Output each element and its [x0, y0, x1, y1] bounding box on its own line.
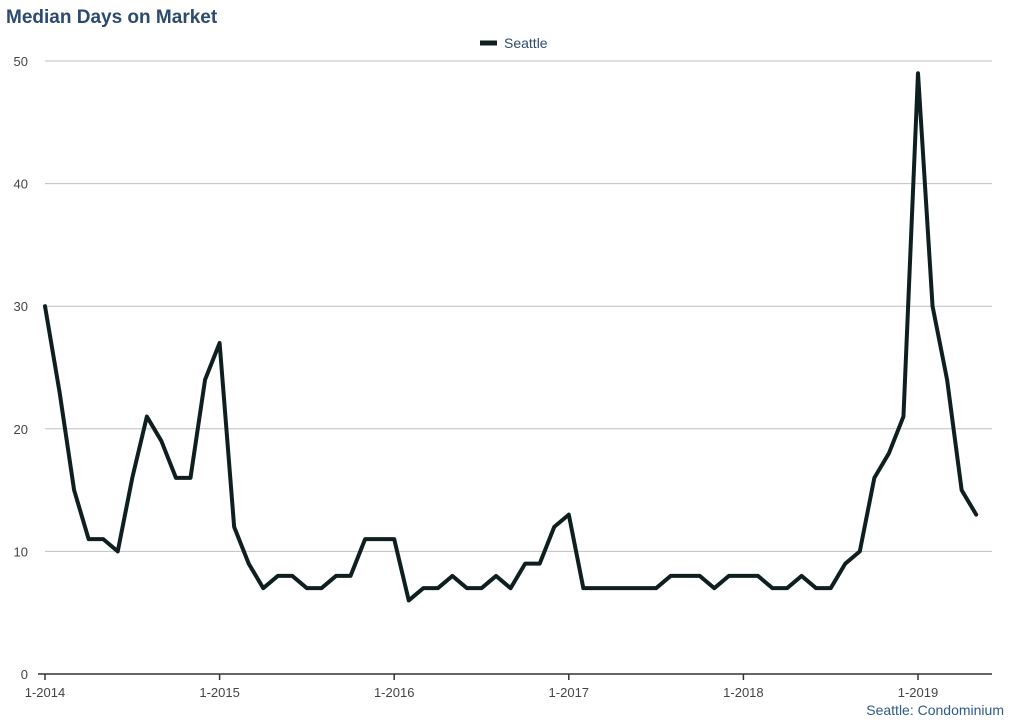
x-tick-label: 1-2014 [25, 685, 65, 700]
y-axis-ticks: 0 10 20 30 40 50 [14, 54, 28, 682]
x-tick-label: 1-2015 [199, 685, 239, 700]
series-group [43, 71, 979, 603]
legend-label: Seattle [504, 35, 548, 51]
x-tick-label: 1-2018 [723, 685, 763, 700]
y-tick-label: 30 [14, 299, 28, 314]
series-line-seattle [43, 71, 979, 603]
y-tick-label: 40 [14, 177, 28, 192]
grid-lines [45, 60, 992, 552]
chart-title: Median Days on Market [6, 7, 218, 28]
y-tick-label: 0 [21, 667, 28, 682]
x-tick-label: 1-2017 [549, 685, 589, 700]
y-tick-label: 20 [14, 422, 28, 437]
legend[interactable]: Seattle [480, 35, 548, 51]
y-tick-label: 10 [14, 544, 28, 559]
chart-footer: Seattle: Condominium [866, 702, 1004, 718]
x-axis: 1-2014 1-2015 1-2016 1-2017 1-2018 1-2019 [25, 673, 992, 700]
y-tick-label: 50 [14, 54, 28, 69]
x-tick-label: 1-2019 [898, 685, 938, 700]
x-tick-label: 1-2016 [374, 685, 414, 700]
